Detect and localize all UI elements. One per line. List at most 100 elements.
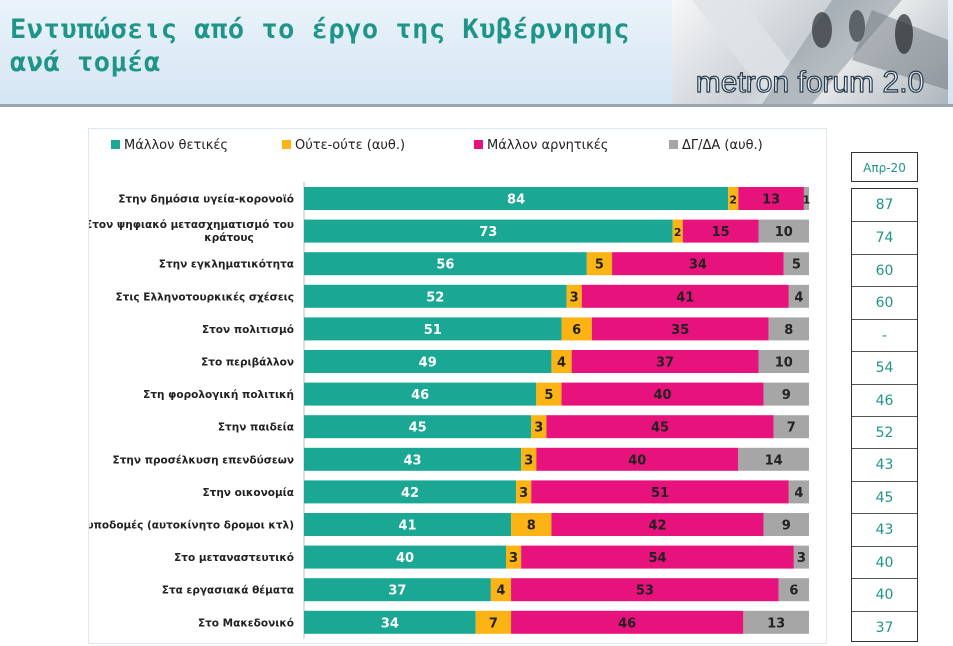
legend-swatch [282,140,291,149]
bar-segment [511,578,779,602]
legend-label: Μάλλον θετικές [124,138,228,153]
header-divider [0,104,953,107]
data-label: 84 [507,193,525,208]
data-label: 54 [648,551,666,566]
data-label: 3 [509,551,518,566]
category-label: Στα εργασιακά θέματα [162,585,294,597]
data-label: 10 [775,356,793,371]
bar-segment [763,382,809,406]
comparison-header: Απρ-20 [851,152,918,182]
bar-segment [304,415,532,439]
data-label: 13 [762,193,780,208]
comparison-value: 37 [852,610,917,644]
bar-segment [304,187,729,210]
bar-segment [304,545,506,569]
bar-segment [546,415,774,439]
bar-segment [304,252,587,276]
data-label: 40 [628,453,646,468]
data-label: 3 [570,290,579,305]
bar-segment [521,545,794,569]
bar-segment [304,578,491,602]
bar-segment [773,415,809,439]
data-label: 46 [618,616,636,631]
data-label: 40 [654,388,672,403]
category-label: Στις υποδομές (αυτοκίνητο δρομοι κτλ) [89,520,294,532]
data-label: 8 [527,519,536,534]
header-banner: Εντυπώσεις από το έργο της Κυβέρνησης αν… [0,0,953,106]
bar-segment [743,610,809,634]
data-label: 4 [496,584,505,599]
data-label: 2 [729,194,737,207]
bar-segment [304,317,562,341]
chart-panel: Μάλλον θετικές Ούτε-ούτε (αυθ.) Μάλλον αρν… [88,128,827,644]
page-title-line1: Εντυπώσεις από το έργο της Κυβέρνησης [10,14,630,45]
comparison-value: 43 [852,513,917,546]
logo-text: metron forum 2.0 [695,65,925,99]
bar-segment [304,447,522,471]
data-label: 4 [557,356,566,371]
legend-item: Ούτε-ούτε (αυθ.) [282,138,405,153]
data-label: 51 [424,323,442,338]
bar-segment [758,219,809,243]
bar-segment [581,284,789,308]
data-label: 5 [792,258,801,273]
category-label: Στην παιδεία [218,422,294,434]
data-label: 3 [534,421,543,436]
category-label: Στο μεταναστευτικό [174,552,294,564]
bar-segment [304,382,537,406]
data-label: 1 [803,194,811,207]
comparison-value: 43 [852,448,917,481]
bar-segment [304,480,517,504]
data-label: 41 [398,519,416,534]
data-label: 4 [794,486,803,501]
category-label: Στην οικονομία [202,487,294,499]
logo-photo-art [692,0,948,104]
page-title-line2: ανά τομέα [10,47,161,78]
data-label: 10 [775,225,793,240]
comparison-value: 54 [852,351,917,384]
data-label: 45 [409,421,427,436]
metron-forum-logo: metron forum 2.0 [672,0,948,104]
category-label: Στον πολιτισμό [202,324,294,336]
comparison-value: 40 [852,545,917,579]
data-label: 42 [401,486,419,501]
data-label: 6 [789,584,798,599]
bar-segment [682,219,759,243]
comparison-column: 87 74 60 60-54 46 52 43 45 43 40 40 37 [851,188,918,642]
data-label: 73 [479,225,497,240]
bar-segment [304,219,673,243]
category-label: Στην εγκληματικότητα [159,259,294,271]
bar-segment [511,513,552,536]
bar-segment [738,187,804,210]
bar-segment [763,513,809,536]
bar-segment [778,578,809,602]
bar-segment [536,382,562,406]
data-label: 15 [712,225,730,240]
category-label: Στις Ελληνοτουρκικές σχέσεις [115,291,294,303]
data-label: 37 [388,584,406,599]
data-label: 56 [436,258,454,273]
category-label: Στην δημόσια υγεία-κορονοϊό [118,194,294,206]
bar-segment [475,610,512,634]
category-label: Στην προσέλκυση επενδύσεων [113,454,294,466]
legend-label: Ούτε-ούτε (αυθ.) [295,138,405,153]
data-label: 52 [426,290,444,305]
bar-segment [516,480,532,504]
bar-segment [591,317,769,341]
bar-segment [304,284,567,308]
bar-segment [490,578,512,602]
legend-label: Μάλλον αρνητικές [487,138,608,153]
comparison-value: 46 [852,383,917,417]
data-label: 49 [419,356,437,371]
data-label: 5 [544,388,553,403]
comparison-value: - [852,318,917,352]
bar-segment [304,610,476,634]
category-label-cont: κράτους [204,232,253,244]
data-label: 51 [651,486,669,501]
comparison-value: 87 [875,197,894,213]
data-label: 3 [524,453,533,468]
data-label: 45 [651,421,669,436]
data-label: 5 [595,258,604,273]
bar-segment [758,350,809,373]
bar-segment [531,415,547,439]
